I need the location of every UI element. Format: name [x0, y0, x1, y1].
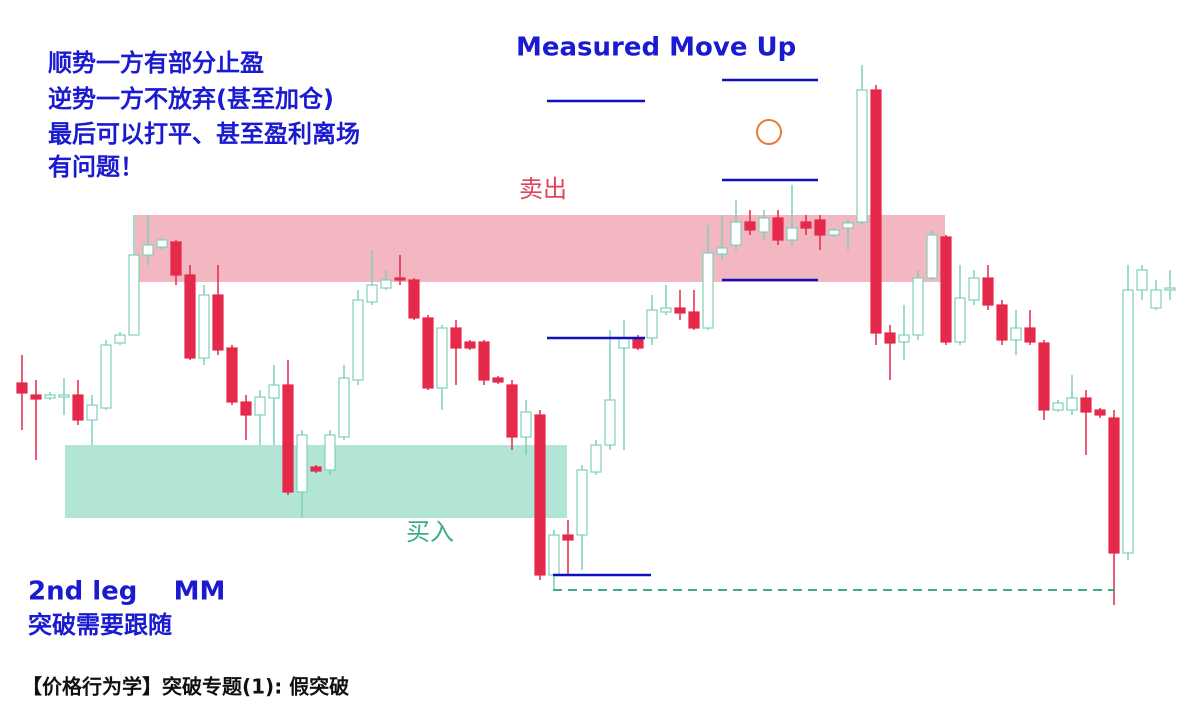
candle-body [688, 311, 700, 329]
candle-body [576, 469, 588, 536]
candle-body [212, 294, 224, 351]
candle-body [436, 327, 448, 389]
candle-body [492, 377, 504, 383]
zone-label: 买入 [406, 518, 454, 546]
candle-body [58, 394, 70, 398]
candle-body [268, 384, 280, 399]
candle-body [996, 304, 1008, 341]
candle-body [800, 221, 812, 229]
candle-body [16, 382, 28, 394]
candle-body [1038, 342, 1050, 411]
candle-body [1010, 327, 1022, 341]
candle-body [548, 534, 560, 576]
candle-body [968, 277, 980, 301]
note: 突破需要跟随 [28, 611, 172, 639]
candle-body [30, 394, 42, 400]
candle-body [226, 347, 238, 403]
candle-body [716, 247, 728, 255]
candle-body [338, 377, 350, 438]
candle-body [1066, 397, 1078, 411]
candle-body [282, 384, 294, 493]
candle-body [814, 219, 826, 236]
candle-body [590, 444, 602, 473]
candle-body [884, 332, 896, 344]
candle-body [86, 404, 98, 421]
candle-body [534, 414, 546, 576]
candle-body [898, 334, 910, 343]
candle-body [184, 274, 196, 359]
candle-body [1150, 289, 1162, 309]
annotation: 最后可以打平、甚至盈利离场 [48, 120, 360, 148]
candle-body [660, 307, 672, 313]
candle-body [1136, 269, 1148, 291]
candle-body [170, 241, 182, 276]
candle-body [702, 252, 714, 329]
candle-body [1122, 289, 1134, 554]
candle-body [100, 344, 112, 409]
candle-body [562, 534, 574, 541]
candle-body [520, 411, 532, 438]
candle-body [744, 221, 756, 231]
candle-body [142, 244, 154, 256]
candle-body [632, 337, 644, 349]
candle-body [646, 309, 658, 339]
candle-body [982, 277, 994, 306]
candle-body [240, 401, 252, 416]
cursor [756, 119, 782, 145]
candle-body [296, 434, 308, 493]
candle-body [310, 466, 322, 472]
zone-label: 卖出 [519, 175, 567, 203]
candle-body [422, 317, 434, 389]
candle-body [478, 341, 490, 381]
caption: 【价格行为学】突破专题(1): 假突破 [22, 675, 349, 699]
candle-body [352, 299, 364, 381]
candle-body [772, 217, 784, 241]
candle-body [1080, 397, 1092, 413]
candle-body [842, 222, 854, 229]
candle-body [72, 394, 84, 421]
candle-body [1108, 417, 1120, 554]
candle-body [44, 394, 56, 399]
zone [65, 445, 567, 518]
annotation: 顺势一方有部分止盈 [48, 49, 264, 77]
candle-body [758, 217, 770, 233]
candle-body [828, 229, 840, 236]
candle-body [380, 279, 392, 289]
candle-body [604, 399, 616, 446]
candle-body [1052, 402, 1064, 411]
candle-body [366, 284, 378, 303]
candle-body [408, 279, 420, 319]
candle-body [870, 89, 882, 334]
candle-body [324, 434, 336, 471]
chart-title: Measured Move Up [516, 33, 796, 63]
annotation: 逆势一方不放弃(甚至加仓) [48, 85, 334, 113]
candle-body [114, 334, 126, 344]
candle-body [450, 327, 462, 349]
candle-body [394, 277, 406, 281]
candle-body [254, 396, 266, 416]
candle-body [506, 384, 518, 438]
candle-body [198, 294, 210, 359]
candle-body [940, 236, 952, 343]
note: 2nd leg MM [28, 577, 225, 607]
candle-body [618, 337, 630, 349]
candle-body [1024, 327, 1036, 343]
candle-body [156, 239, 168, 248]
candle-body [1094, 409, 1106, 416]
candle-body [674, 307, 686, 314]
candle-body [926, 234, 938, 279]
candle-body [954, 297, 966, 343]
candle-body [128, 254, 140, 336]
candle-body [786, 227, 798, 241]
candle-body [464, 341, 476, 349]
candle-body [1164, 287, 1176, 291]
candle-body [856, 89, 868, 223]
candle-body [730, 221, 742, 246]
candle-body [912, 277, 924, 336]
annotation: 有问题！ [48, 153, 144, 181]
